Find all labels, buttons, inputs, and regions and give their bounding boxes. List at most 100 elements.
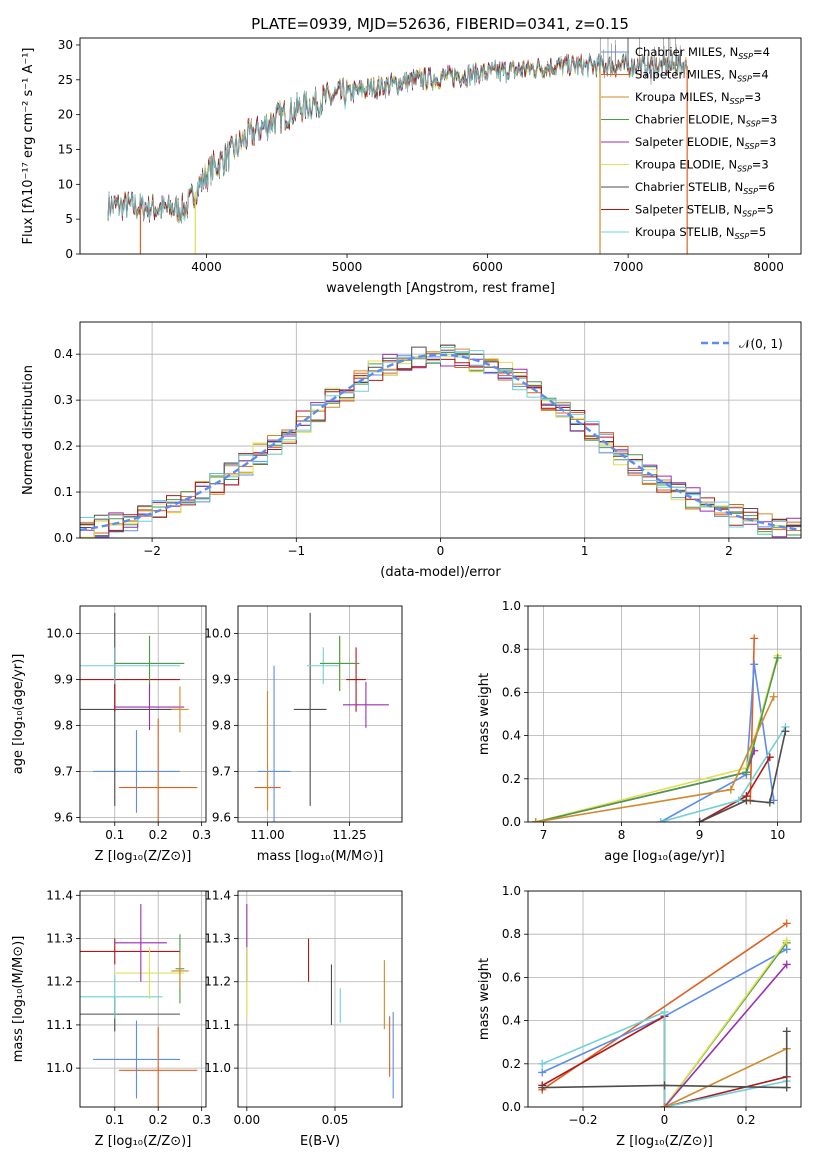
y-tick-label: 9.6 (212, 810, 231, 824)
panel-age_vs_mass: 11.00 11.25 9.6 9.7 9.8 9.9 10.0 mass [log₁₀(M/… (204, 605, 403, 864)
weight-line-chabrier-stelib (542, 1031, 788, 1089)
legend-label: Kroupa STELIB, NSSP=5 (635, 225, 766, 241)
normal-curve (80, 353, 801, 532)
y-tick-label: 0.0 (502, 815, 521, 829)
y-tick-label: 25 (58, 73, 73, 87)
x-tick-label: 9 (696, 828, 704, 842)
y-tick-label: 0.2 (502, 1057, 521, 1071)
y-tick-label: 0.2 (502, 772, 521, 786)
x-tick-label: 8 (618, 828, 626, 842)
spectrum-line-kroupa-stelib (107, 53, 687, 224)
x-tick-label: −1 (287, 544, 305, 558)
y-tick-label: 0.3 (54, 393, 73, 407)
weight-line-kroupa-miles (664, 1047, 788, 1107)
y-tick-label: 0.0 (502, 1100, 521, 1114)
x-tick-label: 8000 (753, 260, 784, 274)
panel-mass_vs_z: 0.1 0.2 0.3 11.0 11.1 11.2 11.3 11.4 Z [log₁₀(Z/… (11, 888, 211, 1149)
y-tick-label: 0.1 (54, 485, 73, 499)
legend-label: Chabrier STELIB, NSSP=6 (635, 180, 775, 196)
x-axis-label: Z [log₁₀(Z/Z⊙)] (95, 1134, 192, 1149)
axes-frame (79, 321, 802, 539)
x-axis-label: mass [log₁₀(M/M⊙)] (257, 849, 384, 864)
y-tick-label: 11.3 (46, 932, 73, 946)
x-tick-label: 0.2 (736, 1113, 755, 1127)
x-tick-label: 0.3 (192, 828, 211, 842)
weight-marker (782, 936, 791, 945)
panel-spectrum: 4000 5000 6000 7000 8000 0 5 10 15 20 25 30 waveleng… (21, 37, 802, 296)
y-tick-label: 0.4 (502, 1014, 521, 1028)
legend-label: Kroupa ELODIE, NSSP=3 (635, 158, 769, 174)
legend-label: Kroupa MILES, NSSP=3 (635, 90, 761, 106)
panel-mass_vs_ebv: 0.00 0.05 11.0 11.1 11.2 11.3 11.4 E(B-V) (204, 888, 403, 1149)
x-axis-label: Z [log₁₀(Z/Z⊙)] (616, 1134, 713, 1149)
x-tick-label: 2 (725, 544, 733, 558)
y-tick-label: 10.0 (204, 627, 231, 641)
y-axis-label: age [log₁₀(age/yr)] (11, 654, 26, 775)
legend-label: Salpeter STELIB, NSSP=5 (635, 203, 774, 219)
x-tick-label: 0.05 (322, 1113, 349, 1127)
x-tick-label: 7000 (613, 260, 644, 274)
axes-frame (237, 605, 403, 823)
y-tick-label: 15 (58, 142, 73, 156)
x-tick-label: 0.1 (105, 1113, 124, 1127)
x-tick-label: 7 (540, 828, 548, 842)
panel-residuals: −2 −1 0 1 2 0.0 0.1 0.2 0.3 0.4 (data-model)/error… (21, 321, 802, 580)
x-axis-label: wavelength [Angstrom, rest frame] (326, 281, 555, 296)
plot-area (238, 891, 402, 1107)
weight-line-kroupa-elodie (663, 940, 788, 1107)
weight-marker (531, 818, 540, 822)
plot-area (80, 891, 206, 1107)
legend-label: Chabrier ELODIE, NSSP=3 (635, 113, 777, 129)
y-axis-label: Flux [fλ10⁻¹⁷ erg cm⁻² s⁻¹ A⁻¹] (21, 48, 36, 245)
weight-marker (695, 818, 704, 822)
x-tick-label: −0.2 (568, 1113, 597, 1127)
y-tick-label: 9.7 (54, 764, 73, 778)
axes-frame (79, 890, 207, 1108)
plot-area (238, 606, 402, 822)
weight-marker (742, 796, 751, 805)
y-tick-label: 11.2 (46, 975, 73, 989)
x-tick-label: 11.00 (250, 828, 284, 842)
y-axis-label: mass [log₁₀(M/M⊙)] (11, 936, 26, 1063)
y-tick-label: 11.4 (46, 888, 73, 902)
axes-frame (527, 890, 802, 1108)
x-tick-label: 1 (581, 544, 589, 558)
weight-marker (660, 1007, 669, 1016)
y-tick-label: 10.0 (46, 627, 73, 641)
weight-marker (734, 796, 743, 805)
y-axis-label: mass weight (477, 958, 492, 1040)
y-tick-label: 9.6 (54, 810, 73, 824)
axes-frame (79, 37, 802, 255)
weight-marker (782, 919, 791, 928)
x-axis-label: (data-model)/error (380, 565, 501, 580)
y-tick-label: 9.9 (54, 673, 73, 687)
y-axis-label: Normed distribution (21, 365, 36, 495)
weight-line-salpeter-elodie (663, 963, 788, 1107)
weight-marker (726, 785, 735, 794)
y-tick-label: 0.4 (502, 729, 521, 743)
weight-marker (538, 1068, 547, 1077)
y-tick-label: 0.0 (54, 531, 73, 545)
y-tick-label: 20 (58, 108, 73, 122)
y-tick-label: 0.2 (54, 439, 73, 453)
y-tick-label: 11.1 (46, 1018, 73, 1032)
legend-label: Chabrier MILES, NSSP=4 (635, 45, 770, 61)
axes-frame (79, 605, 207, 823)
y-tick-label: 0.8 (502, 927, 521, 941)
weight-marker (773, 653, 782, 662)
y-tick-label: 10 (58, 177, 73, 191)
y-tick-label: 9.8 (212, 718, 231, 732)
weight-marker (782, 960, 791, 969)
y-axis-label: mass weight (477, 673, 492, 755)
x-axis-label: Z [log₁₀(Z/Z⊙)] (95, 849, 192, 864)
plot-area (528, 891, 801, 1107)
y-tick-label: 30 (58, 38, 73, 52)
legend-label: Salpeter ELODIE, NSSP=3 (635, 135, 776, 151)
legend-label: Salpeter MILES, NSSP=4 (635, 68, 769, 84)
weight-marker (538, 1059, 547, 1068)
axes-frame (237, 890, 403, 1108)
weight-line-kroupa-stelib (541, 1010, 787, 1107)
y-tick-label: 0.4 (54, 347, 73, 361)
axes-frame (527, 605, 802, 823)
